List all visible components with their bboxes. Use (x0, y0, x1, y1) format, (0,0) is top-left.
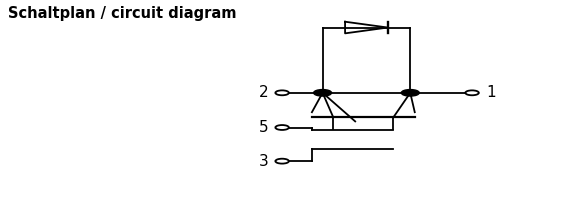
Text: 3: 3 (259, 154, 268, 169)
Text: Schaltplan / circuit diagram: Schaltplan / circuit diagram (8, 6, 237, 21)
Circle shape (465, 90, 479, 95)
Circle shape (314, 90, 332, 96)
Circle shape (275, 159, 289, 164)
Circle shape (275, 125, 289, 130)
Text: 2: 2 (259, 85, 268, 100)
Text: 1: 1 (486, 85, 496, 100)
Circle shape (275, 90, 289, 95)
Circle shape (401, 90, 419, 96)
Text: 5: 5 (259, 120, 268, 135)
